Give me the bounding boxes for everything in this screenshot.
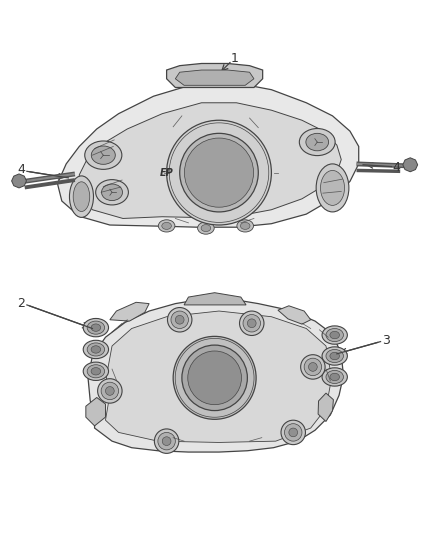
Circle shape xyxy=(162,437,171,446)
Ellipse shape xyxy=(330,373,339,381)
Circle shape xyxy=(158,432,175,450)
Ellipse shape xyxy=(70,176,93,217)
Polygon shape xyxy=(318,393,333,422)
Text: 1: 1 xyxy=(230,52,238,64)
Ellipse shape xyxy=(330,352,339,360)
Ellipse shape xyxy=(330,332,339,339)
Circle shape xyxy=(101,382,119,400)
Ellipse shape xyxy=(201,224,211,231)
Ellipse shape xyxy=(326,370,343,384)
Ellipse shape xyxy=(87,365,105,378)
Ellipse shape xyxy=(83,362,109,381)
Ellipse shape xyxy=(83,318,109,337)
Text: EP: EP xyxy=(160,168,173,177)
Ellipse shape xyxy=(91,368,101,375)
Circle shape xyxy=(106,386,114,395)
Polygon shape xyxy=(184,293,246,305)
Ellipse shape xyxy=(87,343,105,356)
Circle shape xyxy=(167,308,192,332)
Text: 4: 4 xyxy=(18,163,25,176)
Polygon shape xyxy=(12,174,26,188)
Ellipse shape xyxy=(322,326,347,344)
Ellipse shape xyxy=(326,350,343,362)
Ellipse shape xyxy=(299,128,335,156)
Ellipse shape xyxy=(162,222,171,229)
Circle shape xyxy=(180,133,258,212)
Circle shape xyxy=(285,424,302,441)
Circle shape xyxy=(188,351,241,405)
Circle shape xyxy=(98,379,122,403)
Circle shape xyxy=(175,316,184,324)
Ellipse shape xyxy=(322,368,347,386)
Polygon shape xyxy=(79,103,341,219)
Polygon shape xyxy=(57,83,359,227)
Polygon shape xyxy=(86,398,106,426)
Polygon shape xyxy=(106,311,332,442)
Circle shape xyxy=(243,314,261,332)
Ellipse shape xyxy=(91,324,101,332)
Polygon shape xyxy=(175,70,254,85)
Ellipse shape xyxy=(240,222,250,229)
Ellipse shape xyxy=(87,321,105,334)
Ellipse shape xyxy=(198,222,214,234)
Circle shape xyxy=(184,138,254,207)
Ellipse shape xyxy=(73,182,90,212)
Polygon shape xyxy=(403,158,418,172)
Ellipse shape xyxy=(237,220,254,232)
Ellipse shape xyxy=(306,133,328,151)
Circle shape xyxy=(300,354,325,379)
Polygon shape xyxy=(278,306,311,324)
Circle shape xyxy=(289,428,297,437)
Polygon shape xyxy=(166,63,263,87)
Text: 4: 4 xyxy=(392,161,400,174)
Circle shape xyxy=(308,362,317,372)
Text: 3: 3 xyxy=(382,334,390,347)
Ellipse shape xyxy=(102,184,123,200)
Ellipse shape xyxy=(85,141,122,169)
Ellipse shape xyxy=(316,164,349,212)
Ellipse shape xyxy=(91,146,115,164)
Ellipse shape xyxy=(326,328,343,342)
Ellipse shape xyxy=(95,180,128,205)
Ellipse shape xyxy=(91,346,101,353)
Ellipse shape xyxy=(83,340,109,359)
Circle shape xyxy=(154,429,179,454)
Circle shape xyxy=(240,311,264,335)
Ellipse shape xyxy=(158,220,175,232)
Text: 2: 2 xyxy=(17,297,25,310)
Circle shape xyxy=(166,120,272,225)
Circle shape xyxy=(247,319,256,328)
Circle shape xyxy=(173,336,256,419)
Ellipse shape xyxy=(321,171,345,205)
Polygon shape xyxy=(110,302,149,321)
Circle shape xyxy=(304,358,321,376)
Ellipse shape xyxy=(322,347,347,365)
Circle shape xyxy=(182,345,247,410)
Circle shape xyxy=(281,420,305,445)
Polygon shape xyxy=(88,299,343,452)
Circle shape xyxy=(171,311,188,328)
